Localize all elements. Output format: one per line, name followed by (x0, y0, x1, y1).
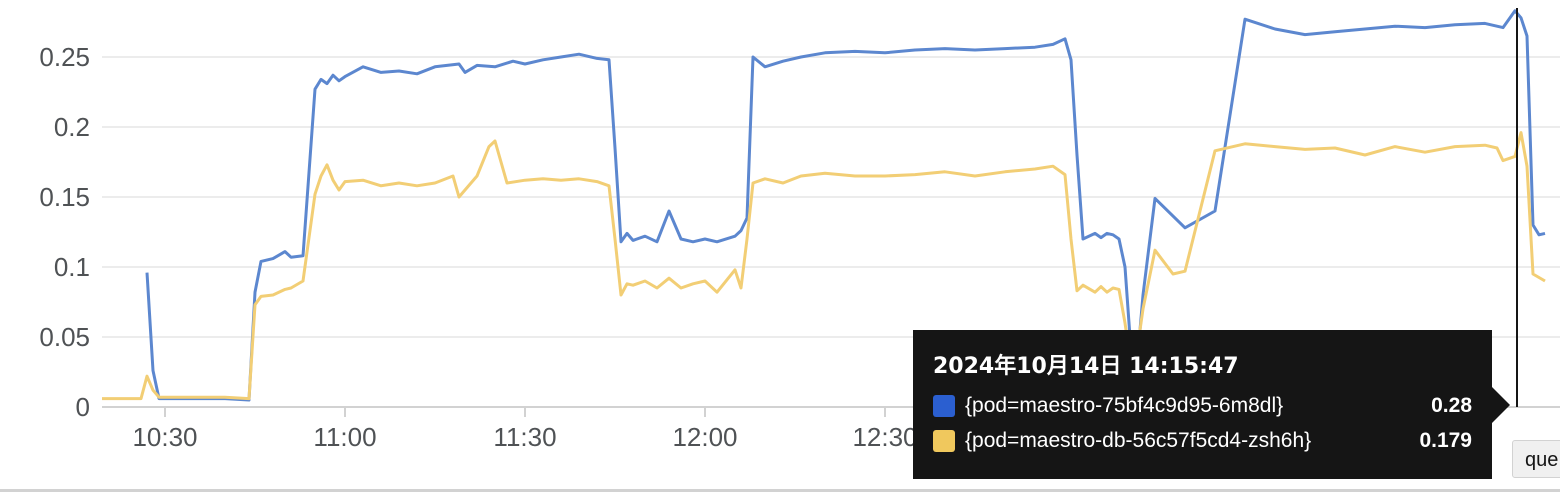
chart-tooltip: 2024年10月14日 14:15:47 {pod=maestro-75bf4c… (913, 330, 1492, 479)
tooltip-row-maestro-db: {pod=maestro-db-56c57f5cd4-zsh6h} 0.179 (933, 423, 1472, 458)
x-tick-label: 12:30 (852, 422, 917, 452)
tooltip-series-value: 0.179 (1419, 428, 1472, 452)
y-tick-label: 0.2 (54, 112, 90, 142)
y-tick-label: 0.15 (39, 182, 90, 212)
tooltip-series-label: {pod=maestro-75bf4c9d95-6m8dl} (965, 393, 1284, 417)
y-tick-label: 0.05 (39, 322, 90, 352)
x-tick-label: 10:30 (132, 422, 197, 452)
legend-swatch-maestro-db (933, 429, 955, 452)
tooltip-series-label: {pod=maestro-db-56c57f5cd4-zsh6h} (965, 428, 1312, 452)
x-tick-label: 11:30 (493, 422, 556, 452)
series-line-maestro-db (102, 131, 1546, 401)
y-tick-label: 0.1 (54, 252, 90, 282)
tooltip-series-value: 0.28 (1431, 393, 1472, 417)
x-tick-label: 12:00 (672, 422, 737, 452)
tooltip-row-maestro: {pod=maestro-75bf4c9d95-6m8dl} 0.28 (933, 388, 1472, 423)
y-tick-label: 0.25 (39, 42, 90, 72)
bottom-divider (0, 489, 1560, 492)
y-axis: 0 0.05 0.1 0.15 0.2 0.25 (39, 42, 90, 422)
x-tick-label: 11:00 (313, 422, 376, 452)
legend-swatch-maestro (933, 394, 955, 417)
query-button[interactable]: que (1512, 440, 1560, 478)
tooltip-timestamp: 2024年10月14日 14:15:47 (933, 354, 1239, 379)
series-line-maestro (145, 9, 1546, 402)
tooltip-arrow (1491, 386, 1510, 424)
y-tick-label: 0 (76, 392, 90, 422)
series-lines (102, 9, 1546, 402)
x-axis: 10:30 11:00 11:30 12:00 12:30 (132, 407, 918, 452)
